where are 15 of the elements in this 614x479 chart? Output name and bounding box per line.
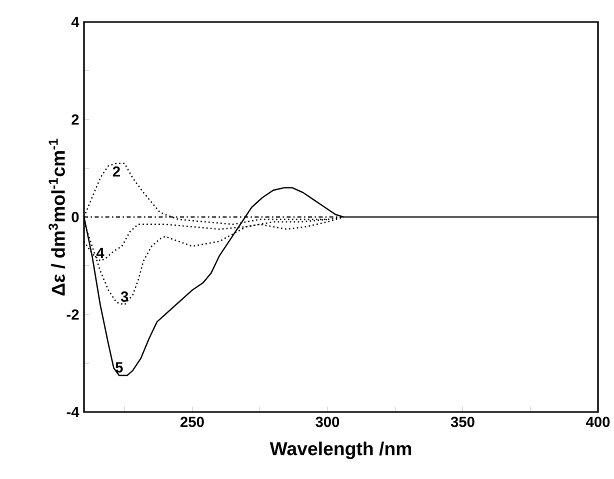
y-tick-label: 4 xyxy=(71,16,80,28)
y-tick-label: -4 xyxy=(66,406,80,418)
series-label: 5 xyxy=(116,362,123,373)
x-tick-label: 400 xyxy=(586,416,610,428)
y-tick-label: 0 xyxy=(72,212,79,222)
y-tick-label: -2 xyxy=(66,309,79,320)
y-tick-label: 2 xyxy=(72,114,79,125)
x-tick-label: 350 xyxy=(450,416,474,428)
x-axis-title: Wavelength /nm xyxy=(270,442,412,460)
series-label: 4 xyxy=(96,248,104,258)
series-label: 2 xyxy=(112,166,120,177)
x-tick-label: 300 xyxy=(316,416,340,428)
x-tick-label: 250 xyxy=(180,416,204,428)
y-axis-title: Δε / dm$^{3}$mol$^{-1}$cm$^{-1}$ xyxy=(48,138,66,296)
series-label: 3 xyxy=(120,291,128,302)
